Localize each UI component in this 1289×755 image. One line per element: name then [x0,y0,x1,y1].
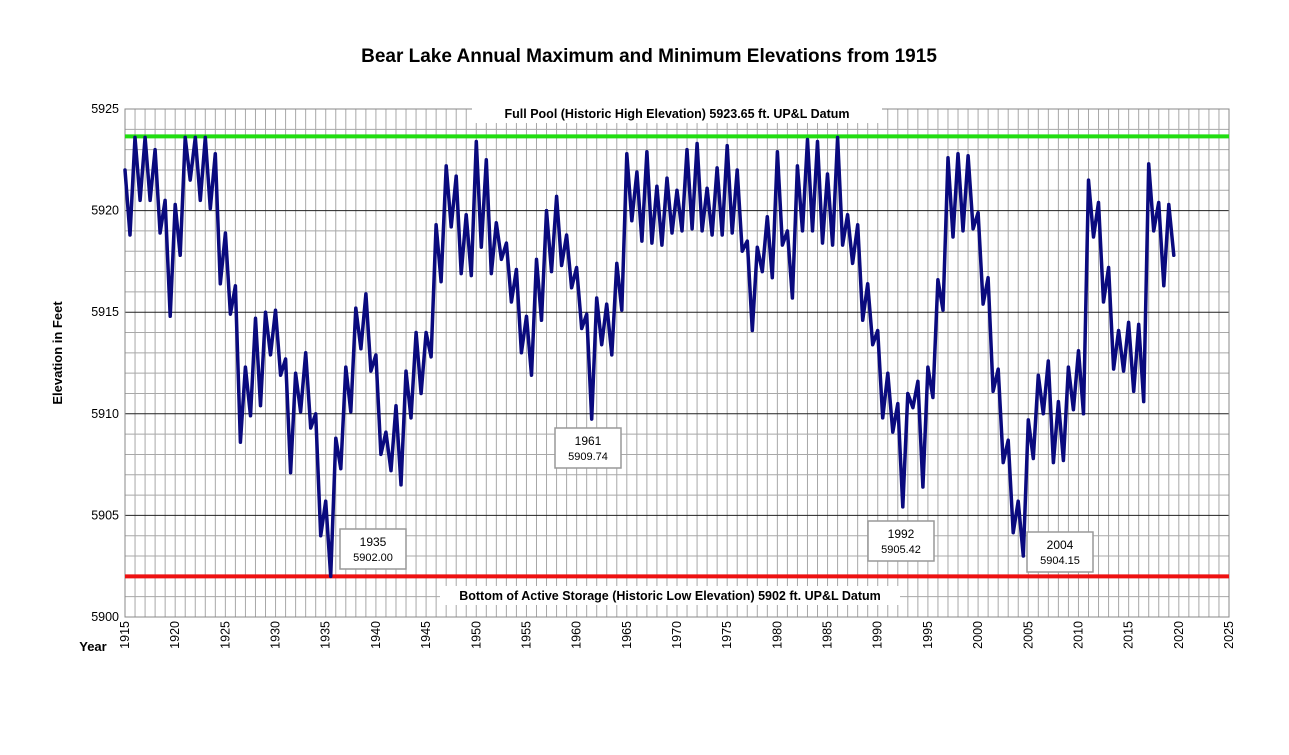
x-tick-labels: 1915 1920 1925 1930 1935 1940 1945 1950 1955 1960… [118,621,1236,649]
x-tick-label: 1995 [921,621,935,649]
annotations: 1935 5902.00 1961 5909.74 1992 5905.42 2004 590… [339,427,1094,573]
x-tick-label: 1990 [871,621,885,649]
annotation-value: 5905.42 [881,544,921,556]
x-tick-label: 1975 [720,621,734,649]
x-tick-label: 2015 [1122,621,1136,649]
x-tick-label: 1945 [419,621,433,649]
annotation-value: 5902.00 [353,552,393,564]
annotation-year: 1935 [360,535,387,549]
annotation-box [867,520,935,562]
x-tick-label: 1940 [369,621,383,649]
annotation-box [339,528,407,570]
annotation-box [1026,531,1094,573]
x-tick-label: 1980 [770,621,784,649]
annotation-year: 1961 [575,434,602,448]
x-tick-label: 1950 [469,621,483,649]
y-tick-label: 5920 [91,204,119,218]
reference-label-bg [440,586,900,605]
x-tick-label: 1970 [670,621,684,649]
x-tick-label: 2010 [1071,621,1085,649]
annotation-box [554,427,622,469]
series-layer [123,135,1176,579]
x-tick-label: 2005 [1021,621,1035,649]
x-tick-label: 1985 [821,621,835,649]
x-tick-label: 1960 [570,621,584,649]
chart-title: Bear Lake Annual Maximum and Minimum Ele… [361,46,937,67]
y-tick-label: 5925 [91,102,119,116]
y-axis-label: Elevation in Feet [50,301,65,405]
reference-line-label: Full Pool (Historic High Elevation) 5923… [505,107,850,121]
y-tick-label: 5910 [91,407,119,421]
y-tick-label: 5900 [91,610,119,624]
x-tick-label: 2025 [1222,621,1236,649]
x-tick-label: 2020 [1172,621,1186,649]
x-tick-label: 1955 [519,621,533,649]
elevation-series-line [123,135,1176,579]
x-tick-label: 1965 [620,621,634,649]
reference-lines: Full Pool (Historic High Elevation) 5923… [125,104,1229,605]
annotation-year: 1992 [888,527,915,541]
y-tick-label: 5915 [91,305,119,319]
y-tick-label: 5905 [91,508,119,522]
y-tick-labels: 5900 5905 5910 5915 5920 5925 [91,102,119,624]
reference-label-bg [472,104,882,123]
x-tick-label: 1935 [319,621,333,649]
annotation-value: 5909.74 [568,451,608,463]
annotation-year: 2004 [1047,538,1074,552]
x-axis-label: Year [79,639,106,654]
x-tick-label: 1915 [118,621,132,649]
x-tick-label: 2000 [971,621,985,649]
x-tick-label: 1930 [269,621,283,649]
annotation-value: 5904.15 [1040,555,1080,567]
x-tick-label: 1925 [218,621,232,649]
reference-line-label: Bottom of Active Storage (Historic Low E… [459,589,881,603]
x-tick-label: 1920 [168,621,182,649]
